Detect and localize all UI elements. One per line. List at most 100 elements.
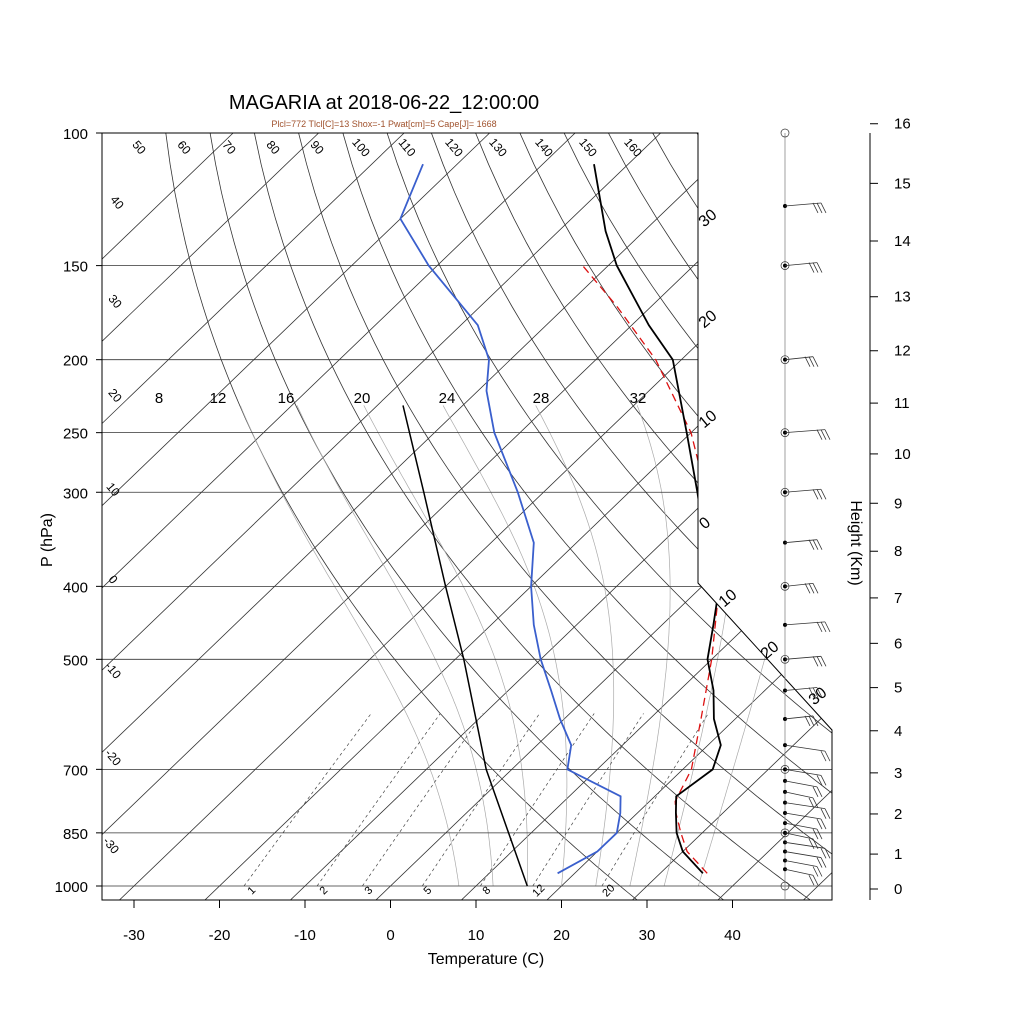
wind-barb-flag [812,202,819,214]
wind-barb-shaft [784,851,822,858]
wind-barb-shaft [784,655,822,660]
moist-adiabat-line [697,405,820,887]
height-axis-label: Height (Km) [847,500,864,585]
p-tick-label: 150 [63,259,88,276]
height-tick-label: 16 [894,116,911,133]
standard-level-circle [780,881,790,891]
dry-adiabat-label: 110 [396,136,419,160]
dry-adiabat-line [431,133,832,900]
dry-adiabat-label: 100 [349,135,373,160]
wind-barbs [780,128,831,891]
p-tick-label: 500 [63,652,88,669]
isotherm-line [102,133,490,900]
wind-barb-shaft [784,860,818,867]
x-tick-label: 0 [386,927,394,944]
x-tick-label: -10 [294,927,316,944]
moist-adiabat-label: 12 [210,390,227,407]
wind-barb-shaft [784,802,826,810]
wind-barb-flag [820,857,827,868]
standard-level-circle [780,355,790,365]
wind-barb-flag [816,866,823,877]
wind-barb-flag [808,539,815,550]
plot-frame [101,132,833,901]
dry-adiabat-label: 130 [486,135,510,160]
x-tick-label: -20 [209,927,231,944]
wind-barb-flag [820,489,827,500]
x-tick-label: -30 [123,927,145,944]
wind-barb-flag [804,715,811,727]
dry-adiabat-line [342,133,832,900]
isotherm-label-right: 10 [696,407,721,432]
wind-barb-flag [808,875,815,886]
height-tick-label: 6 [894,635,902,652]
wind-barb-shaft [784,832,814,840]
moist-adiabat-line [535,405,615,887]
p-tick-label: 300 [63,485,88,502]
isotherm-line [544,133,832,900]
wind-barb-flag [812,797,819,809]
mixing-ratio-line [601,713,709,887]
wind-barb-shaft [784,780,818,788]
wind-barb-shaft [784,768,822,776]
wind-barb-flag [816,262,823,273]
isotherm-line [102,133,405,900]
wind-barb-flag [824,808,831,819]
wind-barb-flag [808,838,815,850]
p-tick-label: 1000 [55,879,88,896]
wind-barb-shaft [784,539,818,544]
x-tick-label: 20 [553,927,570,944]
height-tick-label: 9 [894,495,902,512]
dry-adiabat-line [740,133,832,900]
isotherm-label-left: -20 [102,746,124,769]
standard-level-circle [780,428,790,437]
wind-barb-shaft [784,202,822,207]
dry-adiabat-line [519,133,832,900]
isotherm-line [288,133,832,900]
height-tick-label: 12 [894,343,911,360]
standard-level-circle [780,828,790,838]
wind-barb-flag [812,715,819,727]
moist-adiabat-line [442,405,568,887]
height-tick-label: 2 [894,806,902,823]
isobars [102,132,832,887]
wind-barb-flag [812,687,819,698]
isotherm-label-right: 30 [696,206,721,231]
moist-adiabat-line [363,405,528,886]
p-tick-label: 700 [63,762,88,779]
wind-barb-shaft [784,868,814,876]
wind-barb-shaft [784,744,826,752]
height-tick-label: 1 [894,846,902,863]
wind-barb-flag [816,489,823,500]
wind-barb-flag [812,838,819,850]
wind-barb-flag [820,808,827,819]
wind-barb-flag [812,828,819,840]
standard-level-circle [780,765,790,774]
wind-barb-flag [816,621,823,633]
isotherm-label-left: 10 [103,480,123,499]
wind-barb-flag [820,429,827,440]
moist-adiabat-line [239,405,460,887]
wind-barb-flag [824,429,831,440]
dry-adiabat-line [918,133,1024,902]
p-tick-label: 400 [63,579,88,596]
wind-barb-shaft [784,488,822,493]
dry-adiabat-label: 150 [576,135,600,160]
dry-adiabat-label: 60 [174,138,194,157]
wind-barb-flag [808,715,815,727]
y-axis-label: P (hPa) [39,513,56,567]
lapse-reference-line [402,405,529,887]
wind-barb-shaft [784,582,814,587]
height-tick-label: 5 [894,680,902,697]
isotherm-line [117,133,832,900]
wind-barb-flag [820,750,827,762]
height-tick-label: 11 [894,395,910,412]
dry-adiabat-label: 70 [219,138,239,157]
wind-barb-flag [808,797,815,809]
chart-title: MAGARIA at 2018-06-22_12:00:00 [229,92,539,114]
wind-barb-shaft [784,687,818,691]
p-tick-label: 200 [63,353,88,370]
wind-barb-flag [808,687,815,698]
